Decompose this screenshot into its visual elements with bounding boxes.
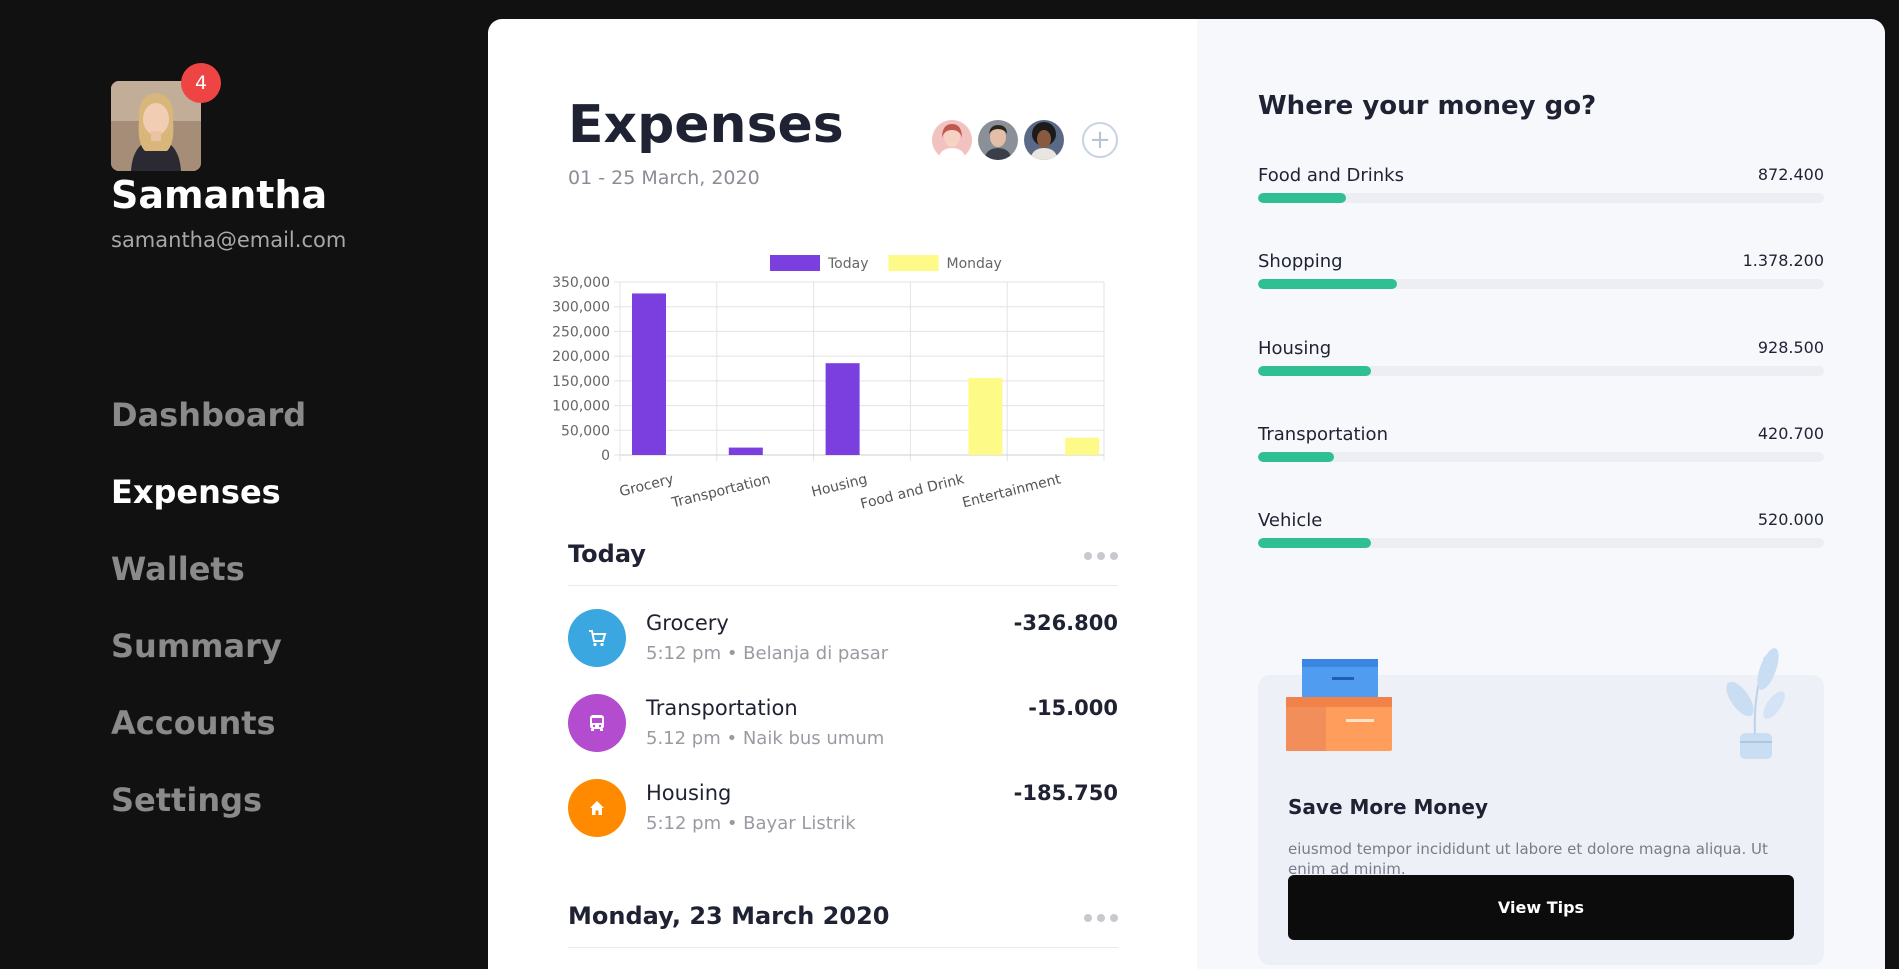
transaction-name: Transportation	[646, 696, 798, 720]
transaction-meta: 5.12 pm • Naik bus umum	[646, 728, 885, 749]
nav-item-summary[interactable]: Summary	[111, 627, 282, 665]
member-avatar-3[interactable]	[1024, 120, 1064, 160]
transaction-meta: 5:12 pm • Belanja di pasar	[646, 643, 889, 664]
member-avatar-1[interactable]	[932, 120, 972, 160]
category-vehicle[interactable]: Vehicle 520.000	[1258, 510, 1824, 550]
y-tick-label: 350,000	[552, 275, 610, 291]
bus-icon	[568, 694, 626, 752]
bar-food-and-drink	[968, 377, 1003, 455]
home-icon	[568, 779, 626, 837]
category-housing[interactable]: Housing 928.500	[1258, 338, 1824, 378]
category-progress	[1258, 279, 1824, 289]
today-more-button[interactable]	[1084, 552, 1118, 560]
category-name: Housing	[1258, 338, 1332, 359]
y-tick-label: 250,000	[552, 324, 610, 340]
transaction-amount: -15.000	[1028, 696, 1118, 720]
transaction-meta: 5:12 pm • Bayar Listrik	[646, 813, 856, 834]
spending-panel: Where your money go? Food and Drinks 872…	[1197, 19, 1885, 969]
main-nav: Dashboard Expenses Wallets Summary Accou…	[111, 392, 306, 854]
bar-entertainment	[1065, 437, 1100, 455]
y-tick-label: 100,000	[552, 399, 610, 415]
transaction-name: Housing	[646, 781, 732, 805]
y-tick-label: 50,000	[561, 423, 610, 439]
y-tick-label: 200,000	[552, 349, 610, 365]
nav-item-expenses[interactable]: Expenses	[111, 473, 281, 511]
x-tick-label: Entertainment	[961, 471, 1063, 511]
category-shopping[interactable]: Shopping 1.378.200	[1258, 251, 1824, 291]
transaction-housing[interactable]: Housing 5:12 pm • Bayar Listrik -185.750	[568, 779, 1118, 841]
x-tick-label: Transportation	[669, 471, 772, 511]
view-tips-button[interactable]: View Tips	[1288, 875, 1794, 940]
y-tick-label: 300,000	[552, 300, 610, 316]
category-progress	[1258, 538, 1824, 548]
expenses-chart: Today Monday 0 50,000 100,000 150,000 200,000 2…	[548, 229, 1108, 519]
monday-title: Monday, 23 March 2020	[568, 902, 890, 930]
sidebar: 4 Samantha samantha@email.com Dashboard …	[0, 0, 488, 969]
user-name: Samantha	[111, 173, 328, 217]
transaction-grocery[interactable]: Grocery 5:12 pm • Belanja di pasar -326.…	[568, 609, 1118, 671]
user-email: samantha@email.com	[111, 228, 347, 252]
cart-icon	[568, 609, 626, 667]
category-value: 1.378.200	[1742, 251, 1824, 270]
expenses-panel: Expenses 01 - 25 March, 2020 + Today Mond…	[488, 19, 1197, 969]
today-section-header: Today	[568, 540, 1118, 586]
tips-card: Save More Money eiusmod tempor incididun…	[1258, 648, 1824, 965]
tips-title: Save More Money	[1288, 795, 1488, 819]
date-range: 01 - 25 March, 2020	[568, 167, 760, 189]
page-title: Expenses	[568, 95, 844, 155]
monday-more-button[interactable]	[1084, 914, 1118, 922]
bar-chart: Today Monday 0 50,000 100,000 150,000 200,000 2…	[552, 255, 1105, 513]
legend-label: Monday	[947, 256, 1002, 272]
profile[interactable]: 4	[111, 63, 221, 171]
category-transportation[interactable]: Transportation 420.700	[1258, 424, 1824, 464]
transaction-amount: -185.750	[1013, 781, 1118, 805]
legend-swatch	[888, 255, 939, 271]
tips-text: eiusmod tempor incididunt ut labore et d…	[1288, 840, 1768, 878]
category-progress	[1258, 366, 1824, 376]
today-title: Today	[568, 540, 646, 568]
spending-title: Where your money go?	[1258, 91, 1597, 121]
nav-item-dashboard[interactable]: Dashboard	[111, 396, 307, 434]
y-tick-label: 0	[601, 448, 610, 464]
boxes-illustration	[1286, 659, 1392, 751]
y-tick-label: 150,000	[552, 374, 610, 390]
notification-badge[interactable]: 4	[181, 63, 221, 103]
category-progress	[1258, 452, 1824, 462]
category-name: Transportation	[1258, 424, 1388, 445]
category-name: Shopping	[1258, 251, 1343, 272]
nav-item-wallets[interactable]: Wallets	[111, 550, 245, 588]
bar-grocery	[632, 293, 666, 455]
transaction-name: Grocery	[646, 611, 729, 635]
nav-item-accounts[interactable]: Accounts	[111, 704, 276, 742]
nav-item-settings[interactable]: Settings	[111, 781, 263, 819]
bar-transportation	[728, 447, 763, 455]
monday-section-header: Monday, 23 March 2020	[568, 902, 1118, 948]
category-name: Food and Drinks	[1258, 165, 1404, 186]
add-member-button[interactable]: +	[1082, 122, 1118, 158]
category-value: 928.500	[1757, 338, 1824, 357]
category-value: 520.000	[1757, 510, 1824, 529]
category-food-and-drinks[interactable]: Food and Drinks 872.400	[1258, 165, 1824, 205]
x-tick-label: Grocery	[618, 471, 675, 500]
member-avatar-2[interactable]	[978, 120, 1018, 160]
category-value: 872.400	[1757, 165, 1824, 184]
plant-illustration	[1726, 648, 1785, 759]
category-value: 420.700	[1757, 424, 1824, 443]
bar-housing	[825, 363, 860, 455]
transaction-amount: -326.800	[1013, 611, 1118, 635]
transaction-transportation[interactable]: Transportation 5.12 pm • Naik bus umum -…	[568, 694, 1118, 756]
x-tick-label: Food and Drink	[859, 471, 967, 512]
legend-swatch	[770, 255, 820, 271]
legend-label: Today	[827, 256, 869, 272]
category-name: Vehicle	[1258, 510, 1323, 531]
members-group: +	[932, 120, 1118, 160]
category-progress	[1258, 193, 1824, 203]
